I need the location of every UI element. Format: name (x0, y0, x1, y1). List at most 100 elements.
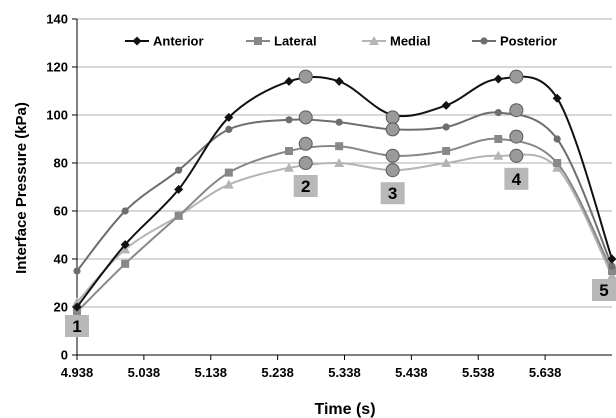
data-point (608, 267, 616, 275)
gridlines (77, 18, 612, 308)
data-point (608, 262, 616, 270)
phase-label-text: 2 (301, 177, 310, 196)
data-point (493, 150, 504, 160)
highlight-circle (385, 110, 400, 125)
series-medial (72, 150, 616, 307)
y-tick-label: 80 (54, 156, 68, 171)
y-tick-label: 20 (54, 300, 68, 315)
data-point (442, 123, 450, 131)
data-point (493, 74, 503, 84)
data-point (335, 118, 343, 126)
legend-swatch-marker (254, 37, 262, 45)
phase-labels: 1 2 3 4 5 (65, 167, 616, 337)
data-point (552, 162, 563, 172)
y-tick-label: 60 (54, 204, 68, 219)
series-lateral (73, 135, 616, 316)
data-point (284, 76, 294, 86)
highlight-circle (385, 163, 400, 178)
y-axis-title: Interface Pressure (kPa) (13, 102, 30, 274)
phase-label-4: 4 (504, 167, 529, 190)
highlight-circle (298, 136, 313, 151)
highlight-circles (298, 69, 524, 178)
data-point (285, 116, 293, 124)
data-point (607, 270, 616, 280)
data-point (283, 162, 294, 172)
x-tick-label: 5.538 (462, 365, 495, 380)
legend-item-medial: Medial (362, 34, 430, 49)
data-point (494, 109, 502, 117)
data-point (552, 93, 562, 103)
data-point (553, 135, 561, 143)
data-point (175, 166, 183, 174)
phase-label-box (504, 167, 529, 190)
data-point (607, 254, 616, 264)
data-point (121, 207, 129, 215)
highlight-circle (509, 129, 524, 144)
legend-swatch-marker (480, 37, 488, 45)
series-line (76, 137, 613, 313)
data-point (174, 211, 183, 220)
phase-label-2: 2 (293, 175, 318, 197)
data-point (121, 259, 130, 268)
series-line (76, 111, 613, 272)
data-point (334, 158, 345, 167)
data-point (224, 168, 233, 177)
phase-label-3: 3 (380, 182, 405, 205)
phase-label-1: 1 (65, 315, 89, 337)
highlight-circle (385, 122, 400, 137)
highlight-circle (509, 148, 524, 163)
legend-label: Medial (390, 34, 430, 49)
data-point (120, 240, 130, 250)
x-tick-label: 5.638 (529, 365, 562, 380)
series-anterior (72, 74, 616, 312)
data-point (553, 159, 562, 167)
highlight-circle (298, 156, 313, 170)
legend-label: Lateral (274, 34, 317, 49)
series-layer (72, 74, 616, 316)
data-point (174, 184, 184, 194)
highlight-circle (385, 148, 400, 163)
y-tick-label: 0 (61, 348, 68, 363)
legend-swatch-marker (132, 36, 142, 46)
legend-label: Posterior (500, 34, 557, 49)
y-tick-label: 120 (46, 60, 68, 75)
x-tick-label: 5.338 (328, 365, 361, 380)
phase-label-box (293, 175, 318, 197)
x-tick-label: 5.038 (128, 365, 161, 380)
data-point (225, 125, 233, 133)
series-line (76, 75, 613, 308)
data-point (223, 179, 234, 189)
data-point (284, 147, 293, 155)
phase-label-box (380, 182, 405, 205)
data-point (73, 267, 81, 275)
phase-label-text: 4 (512, 170, 522, 189)
x-tick-label: 5.138 (194, 365, 227, 380)
data-point (224, 112, 234, 122)
series-line (76, 153, 613, 303)
y-tick-label: 100 (46, 108, 68, 123)
legend-item-anterior: Anterior (125, 34, 204, 49)
phase-label-text: 3 (388, 184, 397, 203)
highlight-circle (509, 69, 524, 84)
phase-label-5: 5 (592, 279, 616, 301)
x-tick-label: 5.438 (395, 365, 428, 380)
data-point (72, 302, 82, 312)
highlight-circle (298, 110, 313, 125)
data-point (441, 100, 451, 110)
y-tick-label: 140 (46, 12, 68, 27)
highlight-circle (298, 69, 313, 84)
legend-label: Anterior (153, 34, 204, 49)
legend-item-lateral: Lateral (246, 34, 317, 49)
y-tick-label: 40 (54, 252, 68, 267)
phase-label-text: 5 (599, 281, 608, 300)
data-point (73, 307, 81, 316)
data-point (494, 135, 503, 143)
highlight-circle (509, 103, 524, 118)
x-tick-label: 5.238 (261, 365, 294, 380)
data-point (334, 76, 344, 86)
data-point (441, 158, 452, 167)
phase-label-text: 1 (72, 317, 81, 336)
x-axis-title: Time (s) (314, 401, 375, 418)
phase-label-box (592, 279, 616, 301)
